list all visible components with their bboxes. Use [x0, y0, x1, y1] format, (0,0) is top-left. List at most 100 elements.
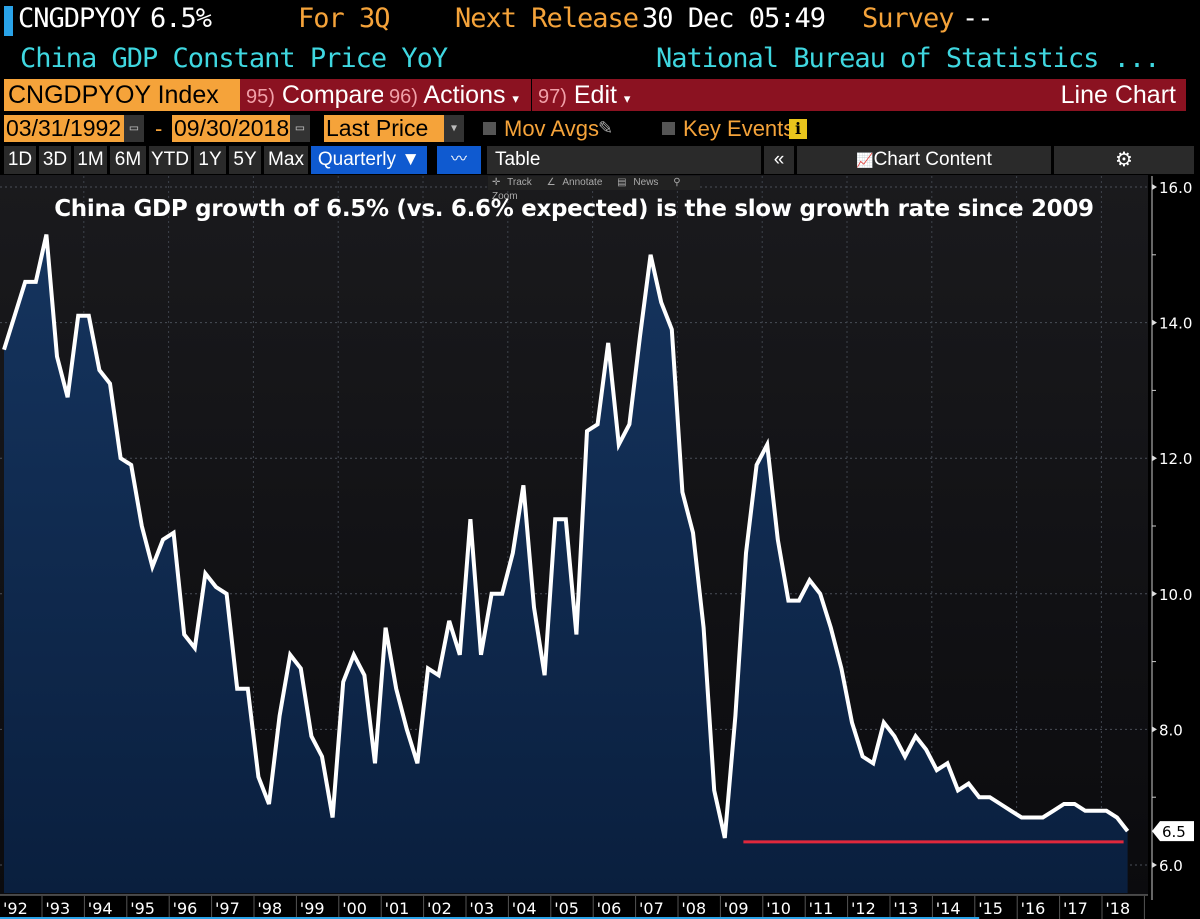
key-events-label: Key Events — [683, 116, 795, 141]
security-field[interactable]: CNGDPYOY Index — [4, 79, 240, 111]
chart-type-label[interactable]: Line Chart — [642, 79, 1186, 111]
y-tick-label: 14.0 — [1159, 315, 1192, 333]
table-button[interactable]: Table — [487, 146, 761, 174]
compare-button[interactable]: 95) Compare — [240, 79, 385, 111]
x-tick-label: '99 — [300, 899, 325, 918]
x-tick-label: '08 — [681, 899, 706, 918]
x-tick-label: '05 — [554, 899, 579, 918]
key-events-checkbox[interactable] — [662, 122, 675, 135]
next-release-label: Next Release — [455, 3, 639, 34]
last-value: 6.5% — [150, 3, 212, 34]
survey-label: Survey — [862, 3, 955, 34]
actions-button[interactable]: 96) Actions ▾ — [383, 79, 531, 111]
y-tick-label: 8.0 — [1159, 721, 1183, 739]
field-select[interactable]: Last Price — [324, 115, 444, 142]
range-5y-button[interactable]: 5Y — [229, 146, 261, 174]
range-max-button[interactable]: Max — [264, 146, 308, 174]
annotate-tool[interactable]: ∠ Annotate — [546, 177, 603, 188]
x-tick-label: '95 — [130, 899, 155, 918]
y-tick-label: 16.0 — [1159, 179, 1192, 197]
y-tick — [1152, 862, 1157, 868]
x-tick-label: '96 — [173, 899, 198, 918]
end-date-input[interactable]: 09/30/2018 — [172, 115, 290, 142]
x-tick-label: '01 — [385, 899, 410, 918]
x-tick-label: '02 — [427, 899, 452, 918]
chart-content-button[interactable]: 📈Chart Content — [797, 146, 1051, 174]
range-1m-button[interactable]: 1M — [74, 146, 107, 174]
y-axis-area — [1148, 175, 1200, 895]
x-tick-label: '16 — [1021, 899, 1046, 918]
header-row-2: China GDP Constant Price YoY National Bu… — [0, 40, 1200, 78]
x-tick-label: '12 — [851, 899, 876, 918]
chart-content-icon: 📈 — [856, 152, 874, 168]
x-tick-label: '92 — [3, 899, 28, 918]
x-tick-label: '10 — [766, 899, 791, 918]
dropdown-arrow-icon[interactable]: ▼ — [444, 115, 464, 142]
x-tick-label: '94 — [88, 899, 113, 918]
y-tick-label: 10.0 — [1159, 586, 1192, 604]
y-tick — [1152, 319, 1157, 326]
period-label: For 3Q — [298, 3, 391, 34]
line-chart-icon[interactable]: 〰 — [437, 146, 481, 174]
date-separator: - — [155, 116, 163, 141]
x-tick-label: '13 — [893, 899, 918, 918]
range-ytd-button[interactable]: YTD — [149, 146, 191, 174]
pencil-icon[interactable]: ✎ — [598, 118, 614, 138]
x-tick-label: '15 — [978, 899, 1003, 918]
x-tick-label: '06 — [597, 899, 622, 918]
chart-title: China GDP growth of 6.5% (vs. 6.6% expec… — [54, 196, 1094, 222]
survey-value: -- — [962, 3, 994, 34]
range-3d-button[interactable]: 3D — [39, 146, 71, 174]
y-tick — [1152, 726, 1157, 733]
range-1d-button[interactable]: 1D — [4, 146, 36, 174]
last-value-tag — [1152, 821, 1194, 842]
series-line — [2, 234, 1130, 839]
news-tool[interactable]: ▤ News — [617, 177, 659, 188]
range-row: 1D 3D 1M 6M YTD 1Y 5Y Max Quarterly ▼ 〰 … — [0, 145, 1200, 175]
y-tick-label: 6.0 — [1159, 857, 1183, 875]
zoom-tool[interactable]: ⚲ Zoom — [492, 177, 681, 202]
gear-icon[interactable]: ⚙ — [1054, 146, 1194, 174]
source: National Bureau of Statistics ... — [656, 43, 1160, 74]
area-fill — [4, 234, 1128, 893]
x-tick-label: '09 — [724, 899, 749, 918]
start-date-input[interactable]: 03/31/1992 — [4, 115, 126, 142]
chart-tools: ✛ Track ∠ Annotate ▤ News ⚲ Zoom — [488, 176, 700, 202]
ticker: CNGDPYOY — [18, 3, 141, 34]
settings-row: 03/31/1992 ▭ - 09/30/2018 ▭ Last Price ▼… — [0, 113, 1200, 145]
x-axis-area — [0, 895, 1148, 919]
chevron-down-icon: ▾ — [512, 91, 519, 106]
calendar-icon[interactable]: ▭ — [124, 115, 144, 142]
range-6m-button[interactable]: 6M — [110, 146, 146, 174]
x-tick-label: '00 — [342, 899, 367, 918]
ticker-indicator — [4, 6, 13, 36]
next-release-value: 30 Dec 05:49 — [642, 3, 826, 34]
x-tick-label: '97 — [215, 899, 240, 918]
y-tick — [1152, 590, 1157, 597]
frequency-dropdown[interactable]: Quarterly ▼ — [311, 146, 427, 174]
x-tick-label: '11 — [809, 899, 834, 918]
chevron-down-icon: ▾ — [623, 91, 631, 106]
y-tick — [1152, 184, 1157, 190]
x-tick-label: '07 — [639, 899, 664, 918]
info-icon[interactable]: i — [789, 119, 807, 139]
collapse-button[interactable]: « — [764, 146, 794, 174]
x-tick-label: '98 — [257, 899, 282, 918]
x-tick-label: '17 — [1063, 899, 1088, 918]
calendar-icon[interactable]: ▭ — [290, 115, 310, 142]
mov-avgs-checkbox[interactable] — [483, 122, 496, 135]
y-tick-label: 12.0 — [1159, 450, 1192, 468]
mov-avgs-label: Mov Avgs — [504, 116, 599, 141]
description: China GDP Constant Price YoY — [20, 43, 448, 74]
track-tool[interactable]: ✛ Track — [492, 177, 532, 188]
last-value-label: 6.5 — [1162, 823, 1186, 841]
x-tick-label: '03 — [469, 899, 494, 918]
edit-button[interactable]: 97) Edit ▾ — [532, 79, 642, 111]
range-1y-button[interactable]: 1Y — [194, 146, 226, 174]
x-tick-label: '04 — [512, 899, 537, 918]
header-row-1: CNGDPYOY 6.5% For 3Q Next Release 30 Dec… — [0, 0, 1200, 40]
y-tick — [1152, 455, 1157, 462]
x-tick-label: '93 — [45, 899, 70, 918]
toolbar: CNGDPYOY Index 95) Compare 96) Actions ▾… — [0, 78, 1200, 112]
